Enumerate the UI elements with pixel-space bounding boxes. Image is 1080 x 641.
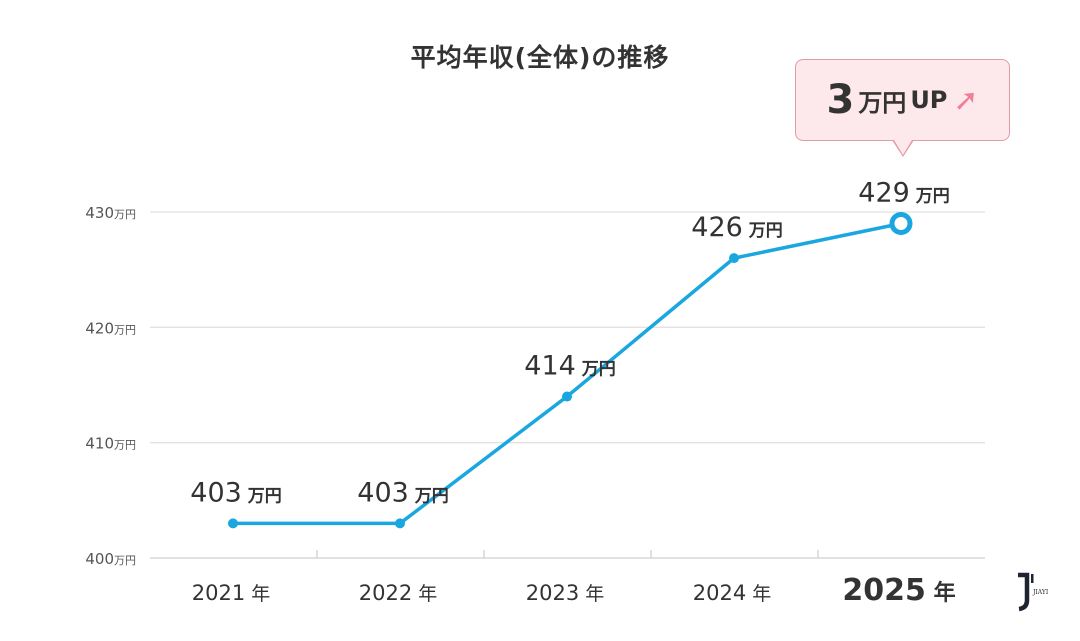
svg-text:JIAYI: JIAYI: [1032, 589, 1049, 596]
y-tick-label: 400万円: [85, 550, 136, 568]
data-label: 429 万円: [858, 178, 949, 209]
x-tick-label: 2021 年: [192, 581, 271, 605]
y-tick-label: 420万円: [85, 319, 136, 337]
callout-number: 3: [826, 77, 855, 123]
chart-title: 平均年収(全体)の推移: [410, 43, 670, 72]
callout-unit: 万円: [858, 88, 907, 117]
data-label: 414 万円: [524, 351, 615, 382]
y-tick-label: 430万円: [85, 204, 136, 222]
data-point: [562, 391, 572, 402]
increase-callout: 3 万円 UP ➚: [795, 59, 1010, 157]
data-label: 403 万円: [357, 477, 448, 508]
arrow-up-right-icon: ➚: [953, 82, 979, 118]
x-tick-label: 2022 年: [359, 581, 438, 605]
x-tick-label: 2024 年: [693, 581, 772, 605]
data-label: 403 万円: [190, 477, 281, 508]
data-point: [395, 518, 405, 529]
data-point-highlight: [889, 212, 913, 236]
data-point: [729, 253, 739, 264]
jiayi-logo: JIAYI: [1018, 572, 1049, 612]
callout-text: UP: [910, 86, 948, 114]
data-point: [228, 518, 238, 529]
x-tick-label: 2023 年: [526, 581, 605, 605]
x-tick-label: 2025 年: [842, 573, 955, 608]
y-tick-label: 410万円: [85, 435, 136, 453]
data-label: 426 万円: [691, 212, 782, 243]
